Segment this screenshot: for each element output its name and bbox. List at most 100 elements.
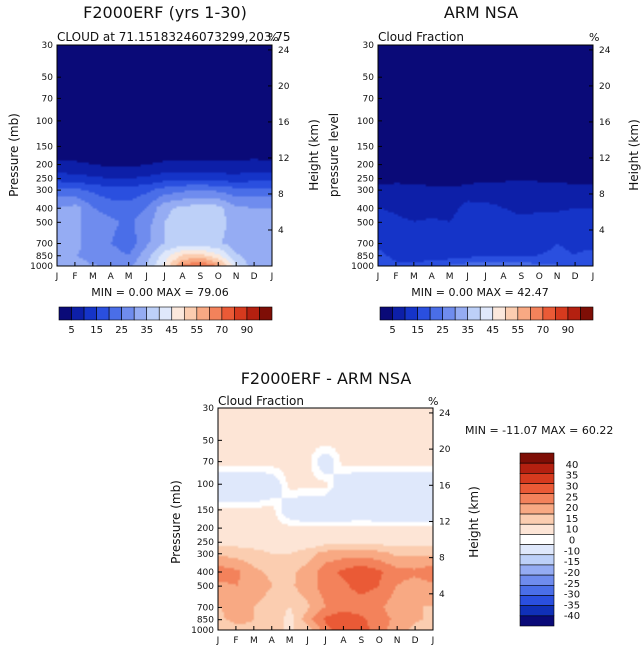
panel-diff-ytick-label: 700 — [197, 603, 214, 613]
panel-model: F2000ERF (yrs 1-30) CLOUD at 71.15183246… — [7, 3, 321, 336]
panel-model-unit: % — [268, 31, 278, 44]
panel-diff-colorbar-swatch — [519, 605, 555, 617]
panel-diff-xtick-label: D — [412, 636, 419, 646]
panel-obs-htick-label: 4 — [599, 226, 605, 236]
panel-model-ytick-label: 500 — [36, 218, 53, 228]
panel-diff-xtick-label: A — [269, 636, 276, 646]
panel-obs-colorbar-swatch — [542, 306, 556, 321]
panel-diff-ytick-label: 50 — [203, 436, 215, 446]
panel-model-colorbar-swatch — [246, 306, 260, 321]
panel-diff-ytick-label: 150 — [197, 506, 214, 516]
panel-diff-colorbar-label: -10 — [564, 546, 580, 557]
panel-obs-colorbar-swatch — [580, 306, 594, 321]
panel-model-colorbar-swatch — [209, 306, 223, 321]
panel-model-xtick-label: S — [197, 272, 203, 282]
panel-obs-colorbar-swatch — [379, 306, 393, 321]
panel-model-colorbar-label: 5 — [68, 325, 74, 336]
panel-diff-htick-label: 16 — [439, 481, 451, 491]
panel-model-colorbar-swatch — [196, 306, 210, 321]
panel-model-ylabel-right: Height (km) — [307, 119, 321, 190]
panel-model-htick-label: 12 — [278, 154, 289, 164]
panel-diff-htick-label: 12 — [439, 517, 450, 527]
panel-obs-colorbar-label: 70 — [537, 325, 550, 336]
panel-obs-colorbar-label: 5 — [389, 325, 395, 336]
panel-diff-field — [218, 408, 433, 630]
panel-diff-ytick-label: 70 — [203, 458, 215, 468]
panel-model-ytick-label: 100 — [36, 117, 53, 127]
panel-model-colorbar-swatch — [234, 306, 248, 321]
panel-diff-htick-label: 24 — [439, 409, 451, 419]
panel-diff-ytick-label: 100 — [197, 480, 214, 490]
panel-obs-colorbar-swatch — [492, 306, 506, 321]
panel-obs-colorbar-swatch — [517, 306, 531, 321]
panel-obs-colorbar-swatch — [567, 306, 581, 321]
panel-model-htick-label: 8 — [278, 190, 284, 200]
panel-diff-xtick-label: M — [286, 636, 294, 646]
panel-model-xtick-label: J — [270, 272, 274, 282]
panel-diff-ytick-label: 300 — [197, 550, 214, 560]
panel-obs-colorbar-label: 55 — [511, 325, 524, 336]
panel-diff-colorbar-label: -15 — [564, 557, 580, 568]
panel-obs-colorbar-label: 15 — [411, 325, 424, 336]
panel-model-ytick-label: 30 — [42, 41, 54, 51]
panel-model-colorbar-swatch — [121, 306, 135, 321]
panel-obs-ytick-label: 700 — [357, 240, 374, 250]
panel-diff-colorbar-swatch — [519, 523, 555, 535]
panel-model-xtick-label: D — [251, 272, 258, 282]
panel-diff-ytick-label: 500 — [197, 582, 214, 592]
panel-obs-htick-label: 20 — [599, 82, 611, 92]
panel-obs-htick-label: 24 — [599, 46, 611, 56]
panel-diff-colorbar-swatch — [519, 473, 555, 484]
panel-model-colorbar-label: 35 — [140, 325, 153, 336]
panel-model-ytick-label: 400 — [36, 204, 53, 214]
panel-obs-colorbar-label: 25 — [436, 325, 449, 336]
panel-model-colorbar-swatch — [259, 306, 273, 321]
panel-obs-colorbar-swatch — [429, 306, 443, 321]
panel-diff-colorbar-swatch — [519, 462, 555, 474]
panel-diff-colorbar-swatch — [519, 452, 555, 464]
panel-obs-xtick-label: A — [429, 272, 436, 282]
panel-model-xtick-label: F — [72, 272, 77, 282]
panel-model-colorbar-swatch — [171, 306, 185, 321]
panel-diff: F2000ERF - ARM NSA Cloud Fraction % Pres… — [169, 369, 613, 646]
panel-model-colorbar-label: 25 — [115, 325, 128, 336]
panel-diff-colorbar-swatch — [519, 483, 555, 495]
panel-obs-htick-label: 16 — [599, 118, 611, 128]
panel-obs-subtitle: Cloud Fraction — [378, 30, 464, 44]
panel-diff-xtick-label: J — [216, 636, 220, 646]
panel-obs-xtick-label: O — [536, 272, 543, 282]
panel-model-ytick-label: 70 — [42, 94, 54, 104]
panel-diff-ylabel-right: Height (km) — [467, 486, 481, 557]
panel-obs-xtick-label: J — [591, 272, 595, 282]
panel-diff-htick-label: 8 — [439, 554, 445, 564]
panel-model-ytick-label: 150 — [36, 142, 53, 152]
panel-obs-unit: % — [589, 31, 599, 44]
panel-obs-ytick-label: 300 — [357, 186, 374, 196]
panel-obs-xtick-label: D — [572, 272, 579, 282]
panel-obs-colorbar-swatch — [404, 306, 418, 321]
panel-diff-colorbar-swatch — [519, 595, 555, 606]
panel-model-xtick-label: J — [144, 272, 148, 282]
panel-obs-ylabel-right: Height (km) — [627, 119, 641, 190]
panel-obs-colorbar-label: 90 — [562, 325, 575, 336]
panel-model-xtick-label: A — [179, 272, 186, 282]
panel-model-ytick-label: 250 — [36, 175, 53, 185]
panel-model-ytick-label: 1000 — [30, 262, 53, 272]
panel-obs-xtick-label: M — [446, 272, 454, 282]
panel-diff-colorbar-label: 20 — [566, 503, 579, 514]
panel-diff-colorbar-label: 25 — [566, 492, 579, 503]
panel-obs-ytick-label: 850 — [357, 252, 374, 262]
panel-model-stats: MIN = 0.00 MAX = 79.06 — [91, 286, 228, 299]
panel-obs-ytick-label: 100 — [357, 117, 374, 127]
panel-obs: ARM NSA Cloud Fraction % pressure level … — [327, 3, 641, 336]
panel-model-xtick-label: J — [55, 272, 59, 282]
panel-obs-colorbar-swatch — [454, 306, 469, 321]
panel-obs-colorbar-label: 45 — [486, 325, 499, 336]
panel-obs-colorbar-swatch — [504, 306, 519, 321]
panel-model-xtick-label: A — [108, 272, 115, 282]
panel-diff-colorbar-swatch — [519, 503, 555, 515]
panel-diff-colorbar-swatch — [519, 493, 555, 505]
panel-model-colorbar-swatch — [108, 306, 122, 321]
panel-model-subtitle: CLOUD at 71.15183246073299,203.75 — [57, 30, 291, 44]
